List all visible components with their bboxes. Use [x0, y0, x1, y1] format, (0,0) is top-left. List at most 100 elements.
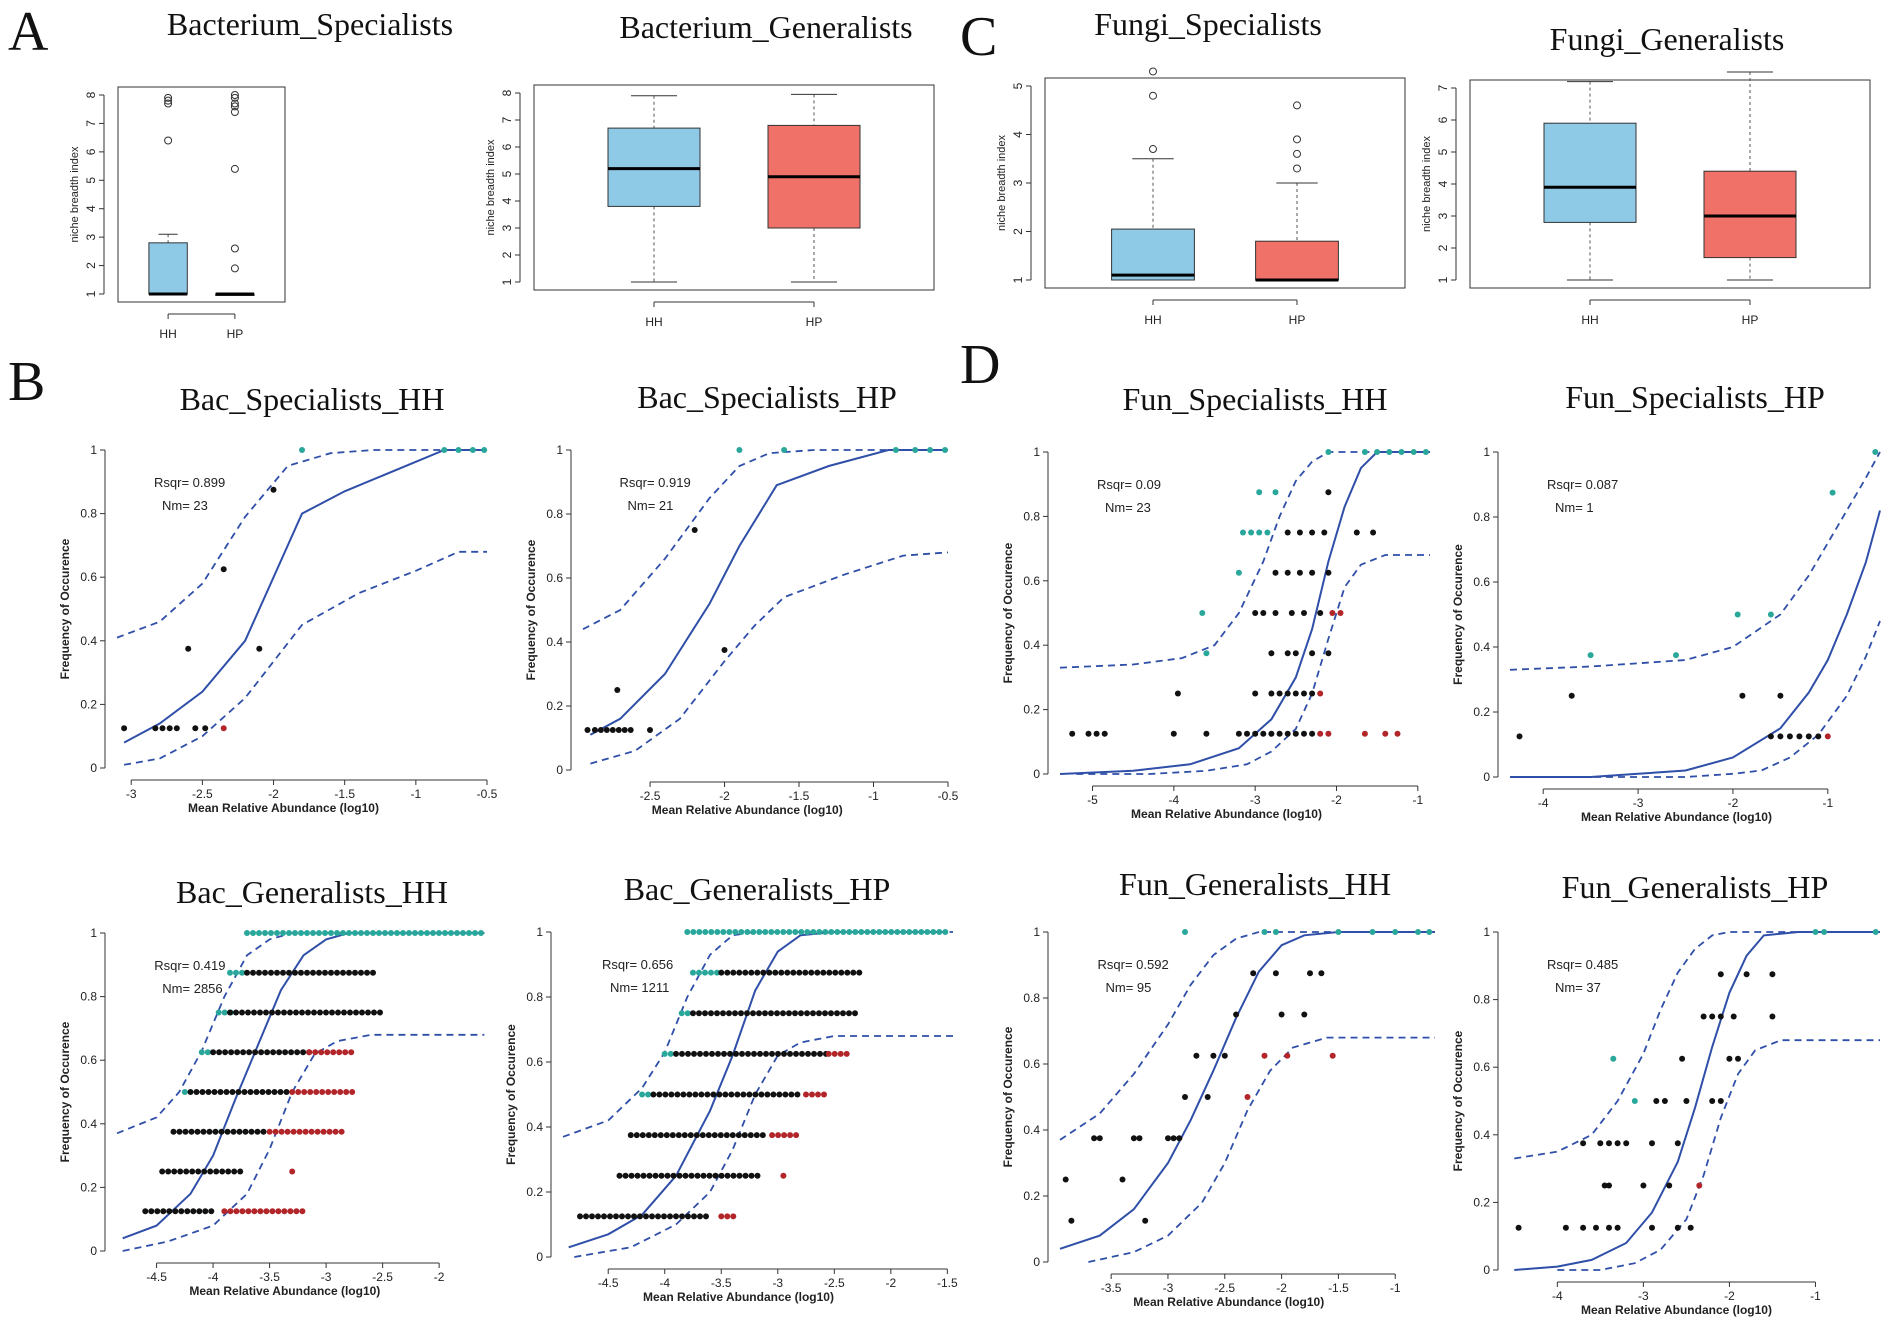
data-point [614, 687, 621, 693]
data-point [1244, 1094, 1251, 1100]
data-point [228, 1049, 235, 1056]
chart-title: Bacterium_Specialists [167, 6, 453, 42]
y-tick-label: 7 [500, 116, 514, 123]
data-point [715, 1050, 721, 1057]
y-tick-label: 0 [1483, 1263, 1490, 1277]
data-point [1268, 690, 1275, 697]
data-point [236, 1128, 243, 1135]
data-point [1386, 449, 1393, 455]
data-point [176, 1128, 183, 1135]
data-point [652, 1172, 659, 1179]
data-point [1515, 1224, 1522, 1231]
x-tick-label: -4 [1169, 793, 1180, 807]
data-point [685, 1050, 691, 1057]
data-point [343, 1089, 350, 1095]
data-point [346, 969, 352, 976]
y-axis-label: Frequency of Occurence [58, 538, 72, 679]
data-point [442, 930, 448, 936]
data-point [1353, 529, 1360, 536]
data-point [1422, 449, 1429, 455]
data-point [814, 969, 821, 976]
box-hh [1543, 122, 1637, 223]
data-point [840, 929, 847, 935]
data-point [290, 1128, 297, 1135]
data-point [781, 1050, 787, 1057]
data-point [1284, 690, 1291, 697]
data-point [688, 1172, 695, 1179]
data-point [615, 727, 622, 733]
data-point [1631, 1098, 1638, 1104]
x-tick-label: -2 [1331, 793, 1342, 807]
data-point [1361, 730, 1368, 737]
data-point [750, 929, 757, 935]
y-tick-label: 2 [1011, 228, 1025, 235]
y-tick-label: 0 [556, 763, 563, 777]
data-point [1309, 650, 1316, 657]
data-point [798, 929, 805, 935]
data-point [738, 1010, 744, 1017]
data-point [159, 1168, 166, 1175]
data-point [736, 447, 743, 453]
data-point [691, 1050, 697, 1057]
data-point [843, 1050, 850, 1057]
x-tick-label: -2 [1276, 1281, 1287, 1295]
data-point [583, 1213, 589, 1220]
y-tick-label: 0.8 [1023, 509, 1040, 523]
data-point [1170, 1135, 1177, 1142]
data-point [1683, 1098, 1690, 1104]
data-point [292, 969, 298, 976]
data-point [365, 1009, 371, 1016]
data-point [388, 930, 394, 936]
y-tick-label: 1 [1436, 276, 1450, 283]
x-axis-label: Mean Relative Abundance (log10) [1581, 810, 1772, 824]
data-point [1709, 1098, 1716, 1104]
y-tick-label: 1 [90, 926, 97, 940]
y-tick-label: 6 [500, 143, 514, 150]
data-point [1068, 1217, 1075, 1224]
data-point [718, 1213, 725, 1220]
data-point [714, 929, 721, 935]
data-point [300, 1049, 307, 1056]
data-point [667, 1050, 674, 1057]
y-tick-label: 0.4 [1473, 1128, 1490, 1142]
data-point [690, 1010, 696, 1017]
data-point [1829, 489, 1836, 496]
data-point [906, 929, 913, 935]
data-point [239, 969, 245, 976]
data-point [736, 1172, 743, 1179]
data-point [730, 1172, 737, 1179]
data-point [272, 1128, 279, 1135]
data-point [1272, 610, 1279, 616]
data-point [825, 1050, 832, 1057]
data-point [756, 1010, 762, 1017]
x-axis-label: Mean Relative Abundance (log10) [643, 1290, 834, 1304]
x-axis-label: Mean Relative Abundance (log10) [1581, 1303, 1772, 1317]
data-point [400, 930, 406, 936]
data-point [1329, 1052, 1336, 1059]
data-point [406, 930, 412, 936]
data-point [1717, 971, 1724, 978]
x-axis-label: Mean Relative Abundance (log10) [189, 1284, 380, 1298]
plot-frame [1469, 79, 1871, 289]
data-point [318, 1049, 325, 1056]
y-axis-label: niche breadth index [485, 139, 497, 236]
data-point [198, 1049, 205, 1056]
data-point [346, 930, 352, 936]
data-point [846, 929, 853, 935]
chart-a1: Bacterium_Specialists 1 2 3 4 5 6 7 8 niche bread… [69, 6, 453, 341]
data-point [257, 1009, 263, 1016]
y-axis-label: Frequency of Occurence [1001, 542, 1015, 683]
data-point [658, 1172, 665, 1179]
data-point [1174, 690, 1181, 697]
data-point [793, 1050, 799, 1057]
data-point [858, 929, 865, 935]
data-point [472, 930, 478, 936]
y-tick-label: 0.6 [1023, 574, 1040, 588]
y-tick-label: 1 [1033, 925, 1040, 939]
chart-d4: Fun_Generalists_HP 0 0.2 0.4 0.6 0.8 1 -4 -3 -2 -1… [1451, 869, 1880, 1317]
data-point [753, 1132, 760, 1139]
y-axis-label: Frequency of Occurence [504, 1024, 518, 1165]
data-point [831, 1050, 838, 1057]
data-point [325, 1089, 332, 1095]
data-point [265, 1089, 272, 1095]
